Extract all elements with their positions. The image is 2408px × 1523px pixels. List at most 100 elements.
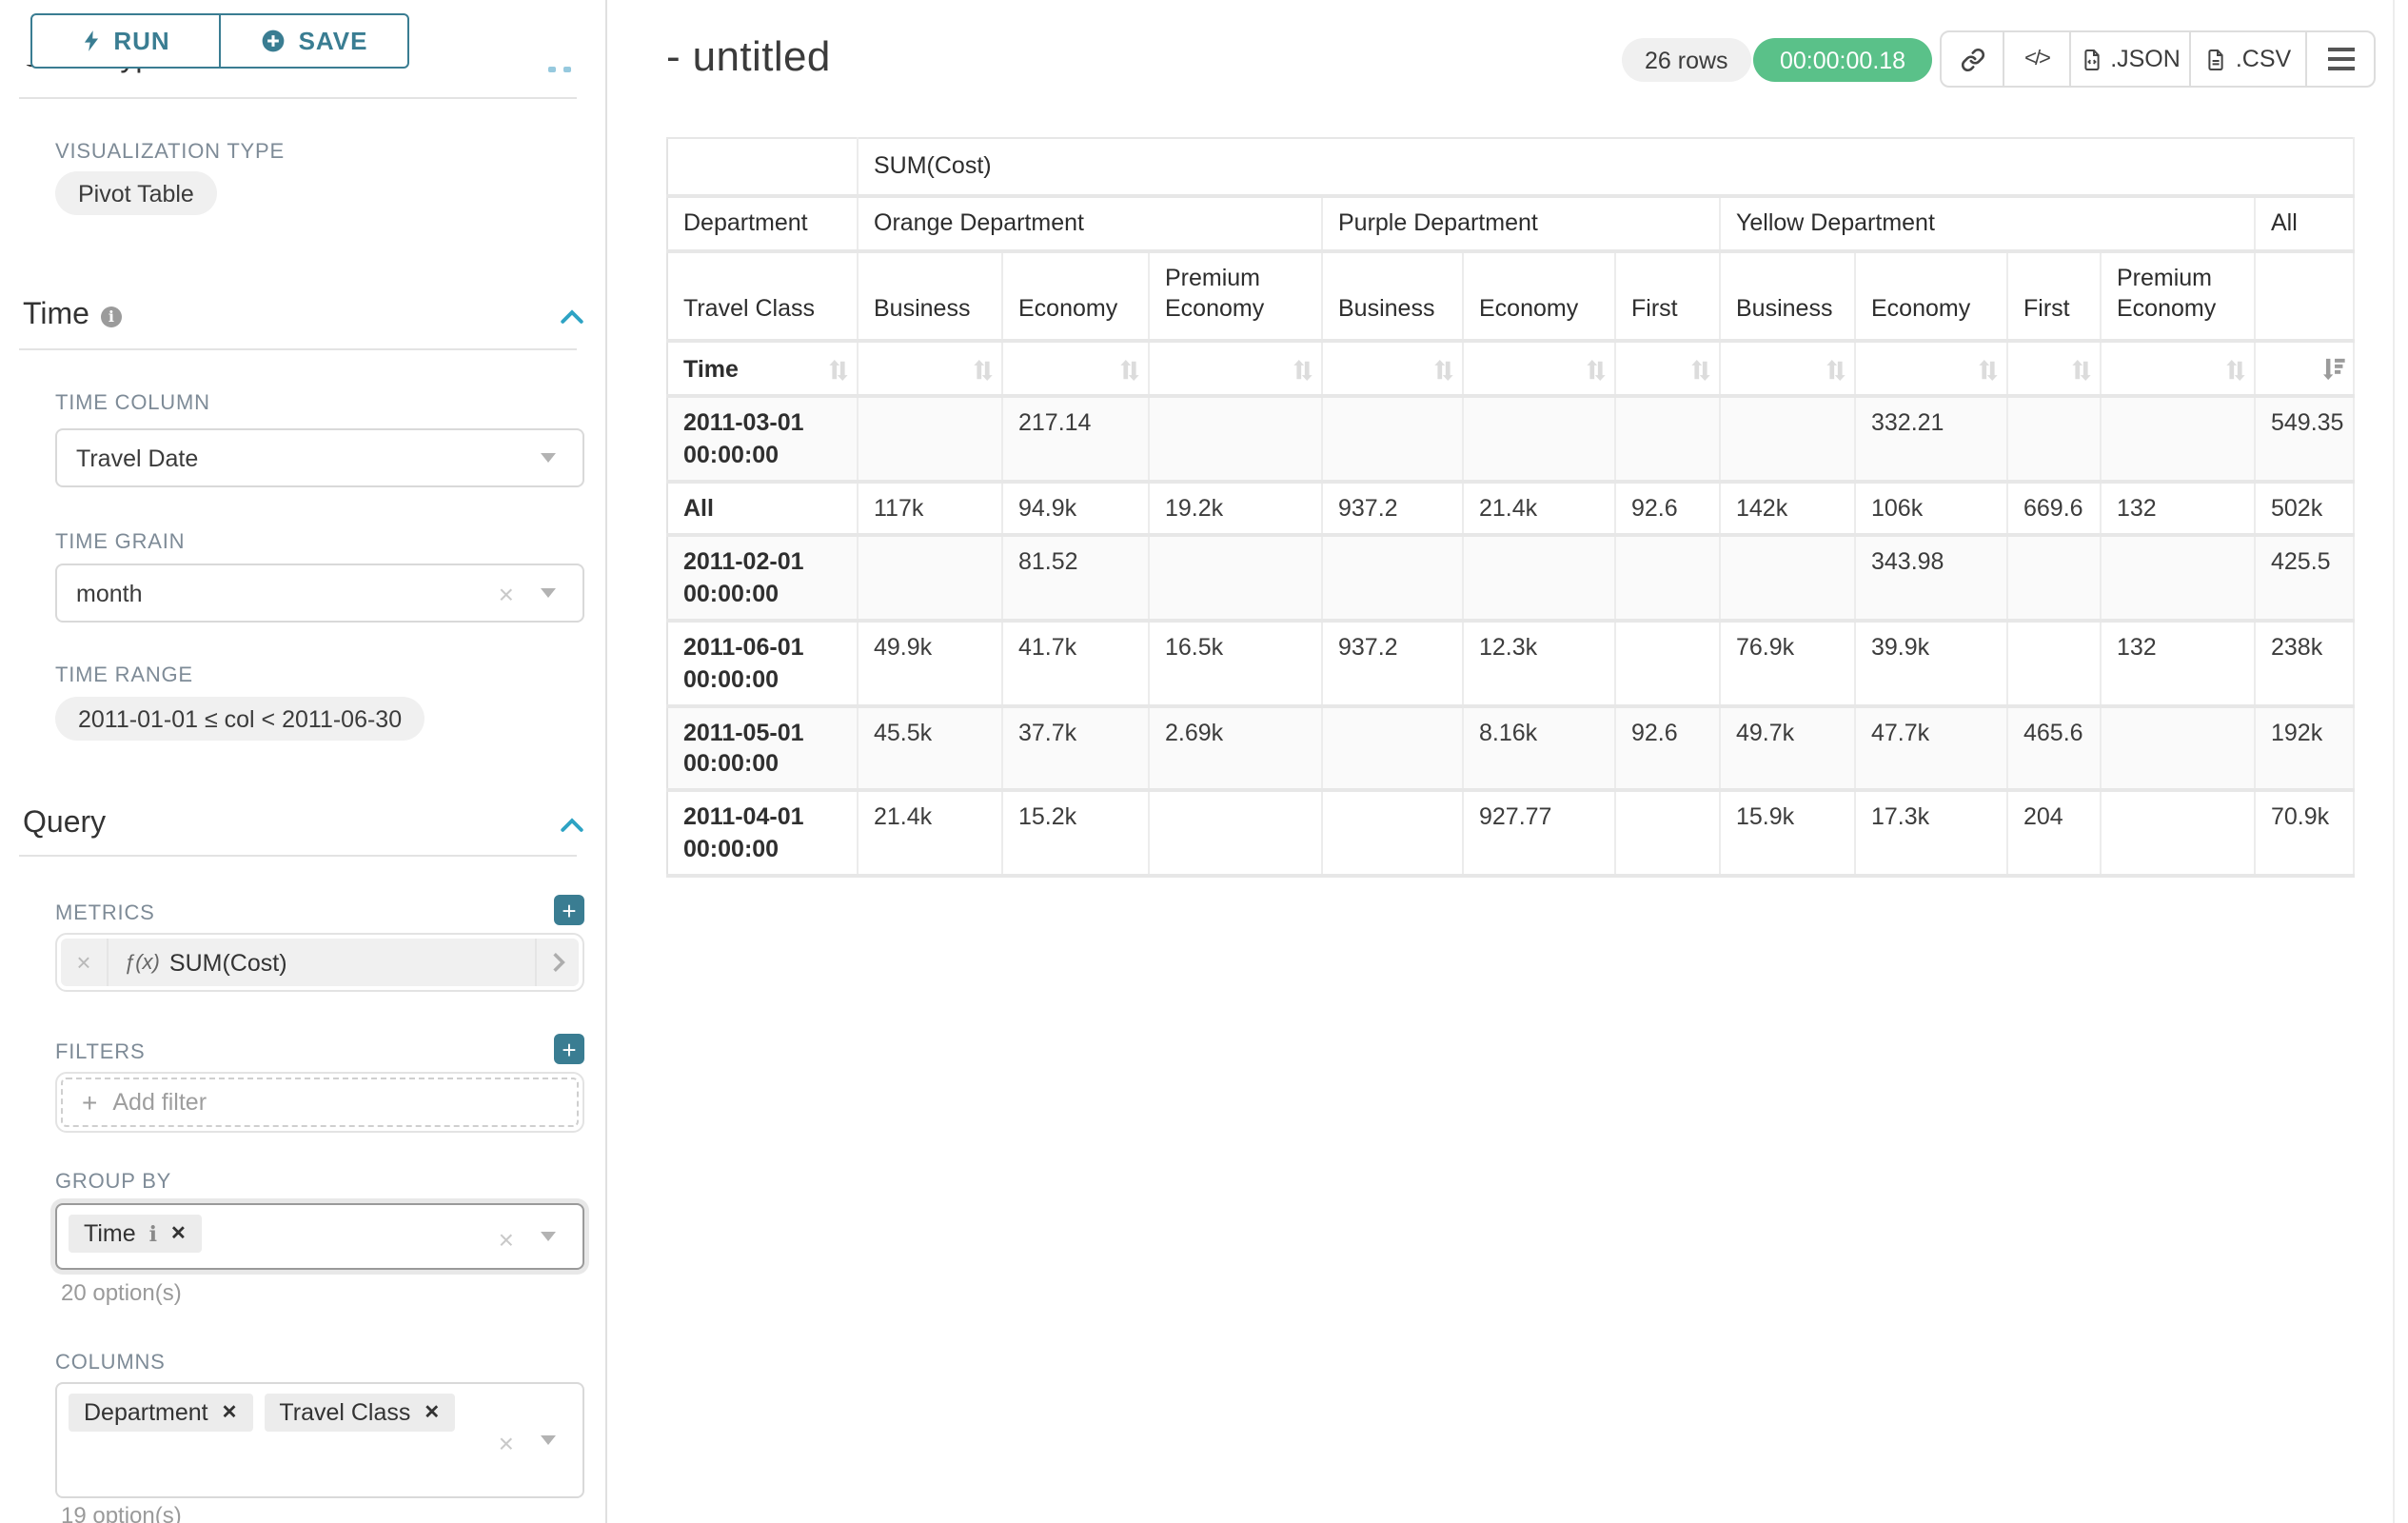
group-by-select[interactable]: Time i ✕ × xyxy=(55,1203,584,1270)
column-header: Premium Economy xyxy=(1149,250,1323,344)
export-json-button[interactable]: .JSON xyxy=(2069,32,2189,86)
clear-icon[interactable]: × xyxy=(498,578,514,608)
tag-remove-icon[interactable]: ✕ xyxy=(424,1402,441,1423)
column-sort-header[interactable] xyxy=(2007,341,2102,399)
columns-tag[interactable]: Department ✕ xyxy=(69,1394,253,1432)
pivot-cell: 92.6 xyxy=(1615,482,1721,537)
time-axis-label: Time xyxy=(683,355,739,383)
pivot-cell xyxy=(1615,535,1721,623)
column-sort-header[interactable] xyxy=(1322,341,1464,399)
column-sort-header[interactable] xyxy=(2101,341,2256,399)
pivot-cell xyxy=(2101,790,2256,878)
metric-open-icon[interactable] xyxy=(535,939,579,986)
pivot-cell xyxy=(1615,790,1721,878)
query-section-title: Query xyxy=(23,807,107,840)
pivot-cell xyxy=(1720,396,1856,484)
column-sort-header[interactable] xyxy=(1002,341,1150,399)
clear-icon[interactable]: × xyxy=(498,1428,514,1458)
chevron-up-icon[interactable] xyxy=(560,307,584,325)
column-group-header: Yellow Department xyxy=(1720,195,2256,252)
time-range-pill[interactable]: 2011-01-01 ≤ col < 2011-06-30 xyxy=(55,697,425,741)
pivot-cell: 204 xyxy=(2007,790,2102,878)
control-panel-sidebar: Chart Type RUN SAVE VISUALIZAT xyxy=(0,0,605,1523)
tag-remove-icon[interactable]: ✕ xyxy=(170,1223,187,1244)
pivot-cell xyxy=(1322,535,1464,623)
view-query-button[interactable]: </> xyxy=(2003,32,2069,86)
column-sort-header[interactable] xyxy=(1855,341,2008,399)
pivot-cell: 12.3k xyxy=(1463,620,1616,707)
pivot-cell xyxy=(2007,620,2102,707)
info-icon[interactable]: i xyxy=(100,306,122,326)
table-row: 2011-03-01 00:00:00 217.14 332.21 549.35 xyxy=(666,396,2355,484)
add-filter-button[interactable]: + Add filter xyxy=(61,1078,579,1127)
pivot-cell xyxy=(1463,535,1616,623)
time-column-select[interactable]: Travel Date xyxy=(55,428,584,487)
column-sort-header[interactable] xyxy=(1463,341,1616,399)
time-grain-select[interactable]: month × xyxy=(55,564,584,623)
pivot-cell: 16.5k xyxy=(1149,620,1323,707)
add-filter-plus-button[interactable]: + xyxy=(554,1034,584,1064)
sort-icon xyxy=(2226,359,2245,381)
pivot-row-label: 2011-02-01 00:00:00 xyxy=(666,535,859,623)
panel-edge xyxy=(2393,0,2395,1523)
pivot-cell: 49.7k xyxy=(1720,705,1856,793)
chevron-up-icon[interactable] xyxy=(560,816,584,833)
column-header: Economy xyxy=(1855,250,2008,344)
column-sort-header[interactable] xyxy=(858,341,1003,399)
export-button-group: </> .JSON .CSV xyxy=(1940,30,2376,88)
table-row: All 117k 94.9k 19.2k 937.2 21.4k 92.6 142k 106k 6… xyxy=(666,482,2355,537)
clear-icon[interactable]: × xyxy=(498,1223,514,1254)
caret-down-icon[interactable] xyxy=(541,588,556,598)
pivot-cell: 49.9k xyxy=(858,620,1003,707)
pivot-cell xyxy=(1149,396,1323,484)
pivot-cell: 81.52 xyxy=(1002,535,1150,623)
table-row: 2011-04-01 00:00:00 21.4k 15.2k 927.77 15.9k… xyxy=(666,790,2355,878)
column-sort-header[interactable] xyxy=(1720,341,1856,399)
export-csv-button[interactable]: .CSV xyxy=(2189,32,2305,86)
columns-tag[interactable]: Travel Class ✕ xyxy=(264,1394,456,1432)
pivot-cell: 937.2 xyxy=(1322,620,1464,707)
column-header: First xyxy=(2007,250,2102,344)
menu-icon xyxy=(2327,47,2354,71)
time-section-title: Time xyxy=(23,299,89,331)
remove-metric-icon[interactable]: × xyxy=(61,939,109,986)
column-sort-header[interactable] xyxy=(1149,341,1323,399)
chart-title[interactable]: - untitled xyxy=(666,32,831,80)
time-column-label: TIME COLUMN xyxy=(55,392,210,415)
caret-down-icon[interactable] xyxy=(541,1435,556,1445)
column-sort-header[interactable] xyxy=(1615,341,1721,399)
group-by-tag[interactable]: Time i ✕ xyxy=(69,1215,202,1253)
clipped-chevron-artifact xyxy=(563,67,571,71)
pivot-cell xyxy=(2101,535,2256,623)
filters-control: + Add filter xyxy=(55,1072,584,1133)
run-button[interactable]: RUN xyxy=(30,13,221,69)
pivot-cell xyxy=(1322,705,1464,793)
sort-icon xyxy=(1979,359,1998,381)
pivot-cell xyxy=(1615,396,1721,484)
pivot-cell: 425.5 xyxy=(2255,535,2355,623)
pivot-cell: 217.14 xyxy=(1002,396,1150,484)
pivot-cell: 19.2k xyxy=(1149,482,1323,537)
add-metric-button[interactable]: + xyxy=(554,895,584,925)
info-icon[interactable]: i xyxy=(148,1221,158,1246)
add-icon: + xyxy=(82,1087,98,1118)
column-sort-header[interactable] xyxy=(2255,341,2355,399)
share-link-button[interactable] xyxy=(1942,32,2003,86)
pivot-cell: 47.7k xyxy=(1855,705,2008,793)
columns-select[interactable]: Department ✕ Travel Class ✕ × xyxy=(55,1382,584,1498)
caret-down-icon[interactable] xyxy=(541,453,556,463)
column-group-header: Purple Department xyxy=(1322,195,1721,252)
column-header: Business xyxy=(1720,250,1856,344)
metric-pill[interactable]: × ƒ(x) SUM(Cost) xyxy=(61,939,579,986)
tag-remove-icon[interactable]: ✕ xyxy=(221,1402,238,1423)
save-plus-icon xyxy=(262,30,284,52)
pivot-cell xyxy=(1149,535,1323,623)
save-button[interactable]: SAVE xyxy=(219,13,409,69)
pivot-cell: 132 xyxy=(2101,620,2256,707)
time-sort-header[interactable]: Time xyxy=(666,341,859,399)
sort-icon xyxy=(829,359,848,381)
visualization-type-pill[interactable]: Pivot Table xyxy=(55,171,217,215)
more-options-button[interactable] xyxy=(2305,32,2374,86)
caret-down-icon[interactable] xyxy=(541,1232,556,1241)
sort-icon xyxy=(974,359,993,381)
